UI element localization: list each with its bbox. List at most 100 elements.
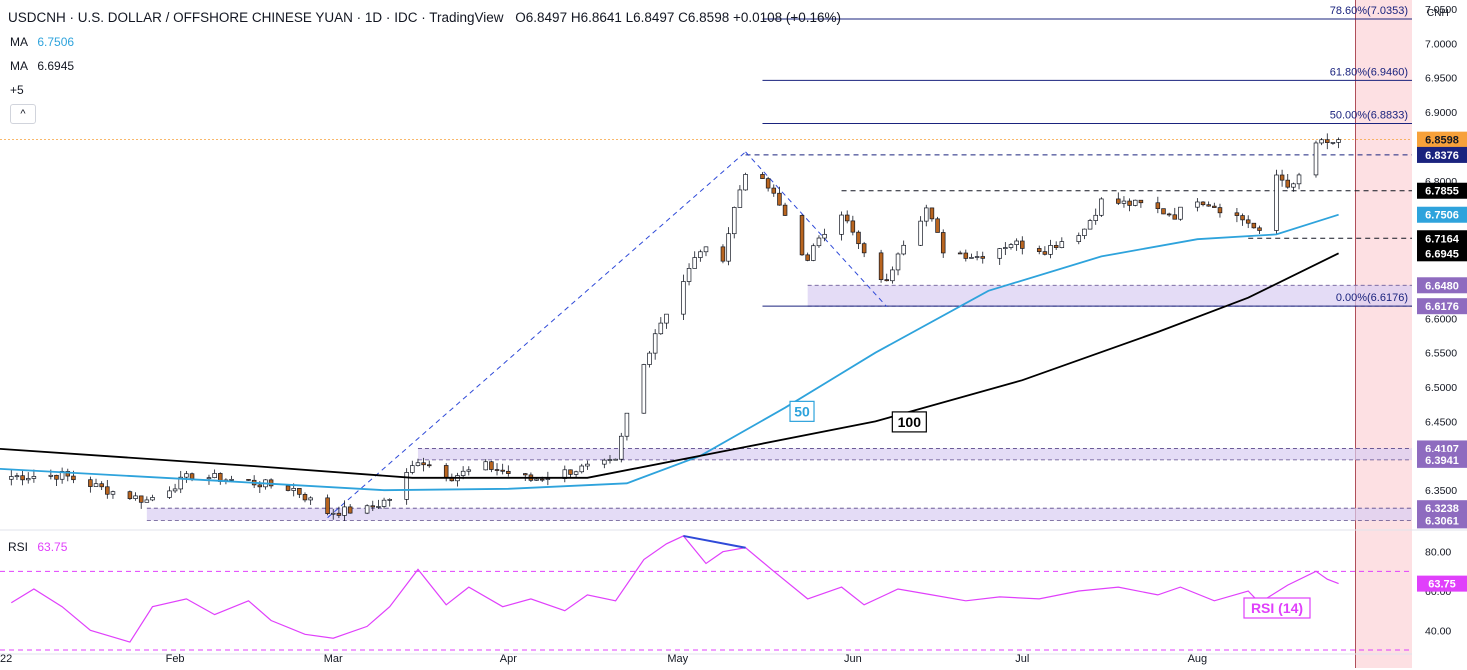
candle-body [172, 488, 178, 492]
candle-body [664, 313, 669, 324]
candle-body [1251, 222, 1257, 229]
candle-body [1161, 208, 1166, 215]
rsi-label: RSI [8, 540, 29, 554]
candle-body [1200, 201, 1206, 206]
candle-body [285, 485, 291, 491]
candle-body [957, 252, 963, 255]
ma50-line [0, 213, 1339, 492]
candle-body [1195, 201, 1200, 208]
ma100-legend[interactable]: MA 6.6945 [10, 59, 74, 73]
candle-body [720, 246, 726, 262]
candle-body [624, 412, 630, 437]
rsi-divergence-line [683, 534, 746, 549]
candle-body [1212, 205, 1217, 208]
candle-body [619, 435, 624, 460]
candle-body [291, 488, 296, 491]
chart-header: USDCNH · U.S. DOLLAR / OFFSHORE CHINESE … [8, 10, 842, 25]
trendline-1 [745, 151, 888, 307]
price-label-box-0 [1417, 131, 1467, 148]
rsi-legend[interactable]: RSI 63.75 [8, 540, 67, 554]
candle-body [613, 458, 618, 461]
chevron-up-icon: ^ [20, 108, 26, 120]
candle-body [308, 497, 313, 501]
candle-body [1234, 212, 1240, 216]
candle-body [133, 495, 138, 499]
ma50-value: 6.7506 [37, 35, 75, 49]
ma100-value: 6.6945 [37, 59, 75, 73]
candle-body [974, 256, 980, 258]
candle-body [127, 491, 133, 499]
x-tick-label: Feb [166, 653, 185, 665]
price-label-0: 6.8598 [1425, 135, 1459, 147]
candle-body [658, 322, 664, 335]
candle-body [1116, 198, 1121, 204]
y-tick-label: 6.5000 [1425, 382, 1457, 394]
candle-body [297, 488, 302, 495]
y-tick-label: 6.9500 [1425, 73, 1457, 85]
price-label-11: 6.3061 [1425, 515, 1459, 527]
interval-label[interactable]: 1D [364, 10, 383, 25]
candle-body [573, 471, 579, 475]
price-label-box-1 [1417, 146, 1467, 163]
candle-body [144, 499, 150, 503]
symbol-name[interactable]: USDCNH [8, 10, 66, 25]
candle-body [647, 352, 652, 365]
fib-level-label-0: 0.00%(6.6176) [1336, 292, 1408, 304]
candle-body [850, 220, 856, 233]
candle-body [534, 478, 539, 481]
candle-body [856, 231, 861, 245]
price-label-box-5 [1417, 245, 1467, 262]
candle-body [1325, 139, 1330, 143]
candle-body [743, 174, 748, 191]
collapse-legend-button[interactable]: ^ [10, 104, 36, 124]
candle-body [167, 490, 172, 498]
rsi-value-box [1417, 575, 1467, 592]
x-tick-label: Jun [844, 653, 862, 665]
candle-body [421, 462, 426, 466]
candle-body [178, 476, 183, 490]
price-label-10: 6.3238 [1425, 503, 1459, 515]
candle-body [206, 477, 212, 480]
candle-body [1291, 183, 1296, 188]
more-indicators-toggle[interactable]: +5 [10, 83, 24, 97]
candle-body [731, 207, 737, 235]
price-label-box-2 [1417, 182, 1467, 199]
ma50-legend[interactable]: MA 6.7506 [10, 35, 74, 49]
candle-body [1257, 227, 1262, 231]
candle-body [652, 333, 658, 354]
y-tick-label: 6.9000 [1425, 107, 1457, 119]
candle-body [935, 218, 940, 233]
candle-body [822, 233, 827, 239]
candle-body [150, 497, 155, 501]
candle-body [760, 174, 765, 179]
candle-body [1274, 174, 1279, 231]
candle-body [1206, 204, 1211, 207]
candle-body [901, 244, 906, 255]
rsi-tick-label: 40.00 [1425, 625, 1451, 637]
candle-body [1099, 198, 1104, 216]
candle-body [189, 473, 195, 480]
candle-body [1093, 214, 1098, 221]
candle-body [1036, 248, 1042, 252]
ma50-badge-box [789, 400, 815, 422]
candle-body [9, 476, 14, 480]
y-tick-label: 6.6000 [1425, 313, 1457, 325]
candle-body [1121, 200, 1127, 204]
candle-body [1053, 245, 1059, 248]
candle-body [325, 497, 330, 514]
x-tick-label: Mar [324, 653, 343, 665]
candle-body [844, 214, 850, 222]
candle-body [25, 478, 31, 481]
more-indicators-count: +5 [10, 83, 24, 97]
candle-body [585, 463, 590, 467]
candle-body [381, 499, 387, 507]
candle-body [1132, 199, 1138, 206]
candle-body [489, 461, 494, 470]
candle-body [1319, 139, 1324, 144]
rsi-value-label: 63.75 [1428, 579, 1456, 591]
candle-body [370, 505, 376, 508]
exchange-label: IDC [394, 10, 418, 25]
candle-body [1003, 247, 1008, 249]
ohlc-readout: O6.8497 H6.8641 L6.8497 C6.8598 +0.0108 … [515, 10, 842, 25]
